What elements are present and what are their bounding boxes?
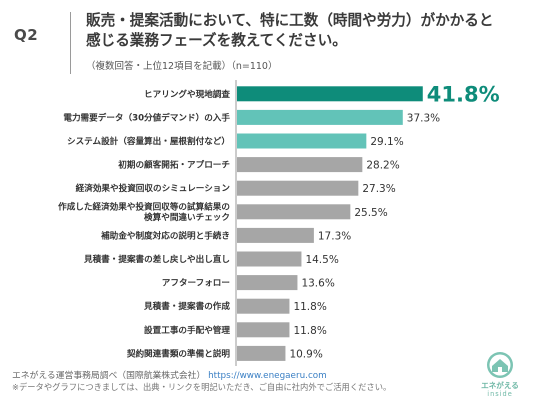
house-leaf-icon — [487, 352, 513, 378]
bar — [237, 275, 298, 291]
question-note: （複数回答・上位12項目を記載）（n=110） — [86, 61, 278, 72]
value-label: 11.8% — [293, 325, 326, 337]
value-label: 13.6% — [301, 278, 334, 290]
logo-text: エネがえる — [481, 381, 519, 390]
category-label: 経済効果や投資回収のシミュレーション — [76, 182, 231, 194]
footer-source: エネがえる運営事務局調べ（国際航業株式会社） https://www.enega… — [12, 368, 327, 381]
value-label: 41.8% — [427, 82, 500, 106]
question-title: 販売・提案活動において、特に工数（時間や労力）がかかると 感じる業務フェーズを教… — [86, 12, 494, 49]
value-label: 25.5% — [354, 207, 387, 219]
category-label: ヒアリングや現地調査 — [144, 88, 230, 100]
category-label: 作成した経済効果や投資回収等の試算結果の検算や間違いチェック — [58, 201, 230, 224]
category-label: 契約関連書類の準備と説明 — [126, 347, 231, 359]
footer-source-text: エネがえる運営事務局調べ（国際航業株式会社） — [12, 371, 206, 381]
value-label: 11.8% — [293, 301, 326, 313]
bar — [237, 322, 290, 338]
value-label: 17.3% — [318, 230, 351, 242]
category-label: 見積書・提案書の作成 — [143, 300, 230, 312]
category-label: アフターフォロー — [162, 277, 230, 289]
value-label: 14.5% — [305, 254, 338, 266]
category-label: システム設計（容量算出・屋根割付など） — [67, 135, 230, 147]
bar — [237, 157, 363, 173]
bar — [237, 86, 423, 102]
bar — [237, 251, 302, 267]
chart-rows: ヒアリングや現地調査 41.8% 電力需要データ（30分値デマンド）の入手 37.3%… — [58, 82, 500, 361]
bar — [237, 298, 290, 314]
enegaeru-inside-logo: エネがえる inside — [473, 350, 527, 398]
footer-url[interactable]: https://www.enegaeru.com — [208, 371, 327, 381]
category-label: 初期の顧客開拓・アプローチ — [118, 159, 230, 171]
bar — [237, 180, 359, 196]
bar — [237, 204, 351, 220]
bar-chart: ヒアリングや現地調査 41.8% 電力需要データ（30分値デマンド）の入手 37.3%… — [58, 80, 500, 366]
value-label: 27.3% — [362, 183, 395, 195]
bar — [237, 109, 403, 125]
bar — [237, 227, 314, 243]
logo-subtext: inside — [487, 390, 513, 398]
category-label: 見積書・提案書の差し戻しや出し直し — [83, 253, 230, 265]
category-label: 電力需要データ（30分値デマンド）の入手 — [63, 111, 230, 123]
bar — [237, 345, 286, 361]
value-label: 28.2% — [366, 160, 399, 172]
value-label: 10.9% — [289, 348, 322, 360]
category-label: 補助金や制度対応の説明と手続き — [100, 229, 230, 241]
footer-note: ※データやグラフにつきましては、出典・リンクを明記いただき、ご自由に社内外でご活… — [12, 382, 392, 392]
category-label: 設置工事の手配や管理 — [144, 324, 230, 336]
value-label: 29.1% — [370, 136, 403, 148]
bar — [237, 133, 367, 149]
question-number: Q2 — [14, 26, 39, 44]
value-label: 37.3% — [407, 112, 440, 124]
title-divider — [70, 12, 71, 74]
